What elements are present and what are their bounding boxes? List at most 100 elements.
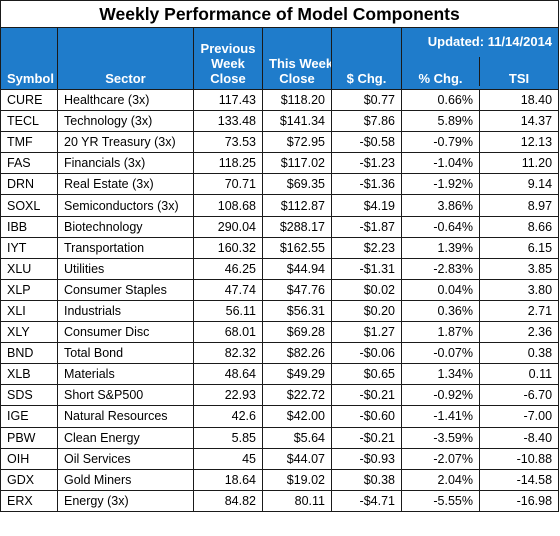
pct-change-cell: -0.07%: [401, 342, 480, 365]
symbol-cell: CURE: [0, 88, 58, 112]
previous-close-cell: 5.85: [193, 426, 263, 449]
sector-cell: Energy (3x): [57, 489, 194, 512]
table-row[interactable]: IGE Natural Resources 42.6 $42.00 -$0.60 -1.4…: [0, 405, 560, 428]
sector-cell: 20 YR Treasury (3x): [57, 131, 194, 154]
table-row[interactable]: ERX Energy (3x) 84.82 80.11 -$4.71 -5.55% -16.…: [0, 489, 560, 512]
dollar-change-cell: -$0.21: [331, 384, 402, 407]
this-week-close-cell: $118.20: [262, 88, 332, 112]
this-week-close-cell: $288.17: [262, 215, 332, 238]
symbol-cell: XLY: [0, 321, 58, 344]
pct-change-cell: -5.55%: [401, 489, 480, 512]
pct-change-cell: 5.89%: [401, 110, 480, 133]
tsi-cell: 2.71: [478, 299, 560, 323]
table-row[interactable]: XLP Consumer Staples 47.74 $47.76 $0.02 0.04%…: [0, 278, 560, 301]
col-header-symbol[interactable]: Symbol: [0, 27, 58, 90]
sector-cell: Short S&P500: [57, 384, 194, 407]
sector-cell: Biotechnology: [57, 215, 194, 238]
dollar-change-cell: -$4.71: [331, 489, 402, 512]
previous-close-cell: 56.11: [193, 299, 263, 323]
this-week-close-cell: $56.31: [262, 299, 332, 323]
col-header-pct-change[interactable]: % Chg.: [418, 71, 463, 86]
symbol-cell: IGE: [0, 405, 58, 428]
col-header-dollar-change[interactable]: $ Chg.: [331, 27, 402, 90]
col-header-previous-week-close[interactable]: Previous Week Close: [193, 27, 263, 90]
this-week-close-cell: $112.87: [262, 194, 332, 217]
symbol-cell: DRN: [0, 173, 58, 196]
pct-change-cell: 1.34%: [401, 363, 480, 386]
pct-change-cell: 0.66%: [401, 88, 480, 112]
symbol-cell: PBW: [0, 426, 58, 449]
table-row[interactable]: PBW Clean Energy 5.85 $5.64 -$0.21 -3.59% -8.4…: [0, 426, 560, 449]
tsi-cell: 18.40: [478, 88, 560, 112]
table-row[interactable]: IYT Transportation 160.32 $162.55 $2.23 1.39%…: [0, 236, 560, 259]
tsi-cell: 6.15: [478, 236, 560, 259]
dollar-change-cell: -$1.87: [331, 215, 402, 238]
table-row[interactable]: DRN Real Estate (3x) 70.71 $69.35 -$1.36 -1.9…: [0, 173, 560, 196]
symbol-cell: XLI: [0, 299, 58, 323]
table-row[interactable]: SOXL Semiconductors (3x) 108.68 $112.87 $4.1…: [0, 194, 560, 217]
previous-close-cell: 118.25: [193, 152, 263, 175]
tsi-cell: -16.98: [478, 489, 560, 512]
table-row[interactable]: BND Total Bond 82.32 $82.26 -$0.06 -0.07% 0.38: [0, 342, 560, 365]
table-row[interactable]: OIH Oil Services 45 $44.07 -$0.93 -2.07% -10.8…: [0, 447, 560, 470]
tsi-cell: 11.20: [478, 152, 560, 175]
symbol-cell: BND: [0, 342, 58, 365]
table-row[interactable]: IBB Biotechnology 290.04 $288.17 -$1.87 -0.64…: [0, 215, 560, 238]
table-row[interactable]: CURE Healthcare (3x) 117.43 $118.20 $0.77 0.6…: [0, 88, 560, 112]
pct-change-cell: 0.04%: [401, 278, 480, 301]
this-week-close-cell: $19.02: [262, 468, 332, 491]
table-row[interactable]: FAS Financials (3x) 118.25 $117.02 -$1.23 -1.…: [0, 152, 560, 175]
this-week-close-cell: $5.64: [262, 426, 332, 449]
sector-cell: Total Bond: [57, 342, 194, 365]
col-header-sector[interactable]: Sector: [57, 27, 194, 90]
previous-close-cell: 73.53: [193, 131, 263, 154]
symbol-cell: ERX: [0, 489, 58, 512]
table-row[interactable]: XLU Utilities 46.25 $44.94 -$1.31 -2.83% 3.85: [0, 257, 560, 280]
symbol-cell: OIH: [0, 447, 58, 470]
col-header-tsi[interactable]: TSI: [479, 57, 558, 86]
previous-close-cell: 48.64: [193, 363, 263, 386]
previous-close-cell: 70.71: [193, 173, 263, 196]
previous-close-cell: 46.25: [193, 257, 263, 280]
sector-cell: Financials (3x): [57, 152, 194, 175]
sector-cell: Industrials: [57, 299, 194, 323]
dollar-change-cell: $2.23: [331, 236, 402, 259]
table-row[interactable]: XLB Materials 48.64 $49.29 $0.65 1.34% 0.11: [0, 363, 560, 386]
prev-close-line-2: Week: [211, 56, 245, 71]
table-row[interactable]: SDS Short S&P500 22.93 $22.72 -$0.21 -0.92% -6…: [0, 384, 560, 407]
dollar-change-cell: -$0.06: [331, 342, 402, 365]
symbol-cell: GDX: [0, 468, 58, 491]
pct-change-cell: -1.92%: [401, 173, 480, 196]
symbol-cell: TECL: [0, 110, 58, 133]
this-week-close-cell: $44.07: [262, 447, 332, 470]
symbol-cell: IBB: [0, 215, 58, 238]
symbol-cell: XLU: [0, 257, 58, 280]
this-week-close-cell: $162.55: [262, 236, 332, 259]
tsi-cell: 0.11: [478, 363, 560, 386]
sector-cell: Natural Resources: [57, 405, 194, 428]
dollar-change-cell: -$0.58: [331, 131, 402, 154]
pct-change-cell: 3.86%: [401, 194, 480, 217]
tsi-cell: -6.70: [478, 384, 560, 407]
tsi-cell: 8.97: [478, 194, 560, 217]
table-title: Weekly Performance of Model Components: [0, 0, 560, 28]
dollar-change-cell: -$1.36: [331, 173, 402, 196]
this-week-close-cell: $69.28: [262, 321, 332, 344]
dollar-change-cell: $1.27: [331, 321, 402, 344]
tsi-cell: -7.00: [478, 405, 560, 428]
sector-cell: Consumer Staples: [57, 278, 194, 301]
prev-close-line-3: Close: [210, 71, 246, 86]
tsi-cell: 3.80: [478, 278, 560, 301]
sector-cell: Oil Services: [57, 447, 194, 470]
header-row: Symbol Sector Previous Week Close This W…: [0, 27, 560, 90]
table-row[interactable]: TMF 20 YR Treasury (3x) 73.53 $72.95 -$0.58-…: [0, 131, 560, 154]
symbol-cell: IYT: [0, 236, 58, 259]
sector-cell: Materials: [57, 363, 194, 386]
table-row[interactable]: GDX Gold Miners 18.64 $19.02 $0.38 2.04% -14.5…: [0, 468, 560, 491]
this-week-close-cell: $82.26: [262, 342, 332, 365]
table-row[interactable]: XLI Industrials 56.11 $56.31 $0.20 0.36% 2.71: [0, 299, 560, 323]
tsi-cell: 8.66: [478, 215, 560, 238]
table-row[interactable]: XLY Consumer Disc 68.01 $69.28 $1.27 1.87% 2.3…: [0, 321, 560, 344]
table-row[interactable]: TECL Technology (3x) 133.48 $141.34 $7.86 5.8…: [0, 110, 560, 133]
col-header-this-week-close[interactable]: This Week Close: [262, 27, 332, 90]
